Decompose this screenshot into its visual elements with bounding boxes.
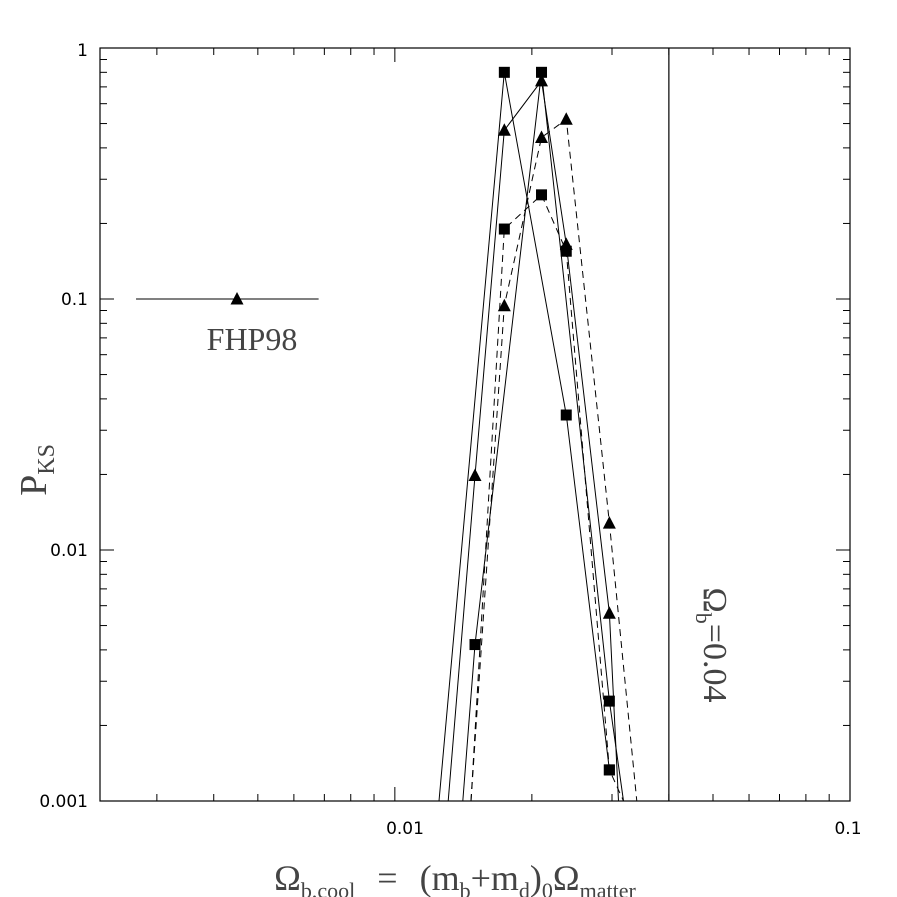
x-title-sub-0: 0 — [542, 878, 553, 897]
series-line-4 — [447, 79, 619, 802]
square-marker — [469, 639, 481, 651]
y-title-sub-ks: KS — [34, 444, 60, 475]
omega-b-label: Ωb=0.04 — [691, 588, 733, 703]
omega-b-label-value: =0.04 — [696, 624, 733, 703]
x-title-sub-b: b — [460, 878, 471, 897]
omega-b-label-sub: b — [691, 613, 716, 624]
x-title-paren-close: ) — [530, 858, 542, 897]
series-line-5 — [470, 118, 638, 802]
omega-b-label-omega: Ω — [696, 588, 733, 613]
square-marker — [603, 764, 615, 776]
triangle-marker — [497, 298, 511, 312]
series-line-3 — [470, 193, 624, 802]
triangle-marker — [602, 606, 616, 619]
square-marker — [560, 409, 572, 421]
x-title-omega: Ω — [274, 858, 301, 897]
triangle-marker — [535, 73, 549, 87]
square-marker — [560, 245, 572, 257]
x-axis-ticks — [156, 48, 851, 801]
x-title-omega2: Ω — [553, 858, 580, 897]
fhp98-marker — [230, 292, 244, 305]
y-tick-label-0.001: 0.001 — [39, 792, 88, 812]
y-axis-ticks — [100, 47, 850, 802]
x-title-plus: +m — [471, 858, 519, 897]
triangle-marker — [559, 237, 573, 250]
x-title-sub-matter: matter — [580, 878, 637, 897]
y-tick-label-0.1: 0.1 — [61, 290, 88, 310]
series-line-1 — [438, 72, 610, 802]
x-tick-label-0.1: 0.1 — [834, 819, 861, 839]
x-tick-label-0.01: 0.01 — [386, 819, 424, 839]
triangle-marker — [497, 123, 511, 136]
triangle-marker — [468, 468, 482, 482]
triangle-marker — [535, 130, 549, 143]
series-line-2 — [462, 72, 624, 802]
square-marker — [603, 695, 615, 707]
plot-area — [99, 47, 851, 802]
x-title-sub-bcool: b,cool — [301, 878, 355, 897]
triangle-marker — [602, 516, 616, 529]
fhp98-label: FHP98 — [207, 321, 298, 357]
x-title-paren-open: (m — [420, 858, 460, 897]
triangle-marker — [559, 112, 573, 125]
x-title-equals: = — [377, 858, 397, 897]
square-marker — [498, 223, 510, 235]
y-tick-label-0.01: 0.01 — [50, 541, 88, 561]
series-layer — [438, 66, 638, 802]
square-marker — [536, 66, 548, 78]
annotation-layer — [136, 292, 319, 305]
y-axis-title: PKS — [13, 444, 60, 496]
y-title-p: P — [13, 475, 55, 496]
y-tick-label-1: 1 — [77, 41, 88, 61]
x-title-sub-d: d — [519, 878, 530, 897]
plot-frame — [99, 47, 851, 802]
square-marker — [498, 66, 510, 78]
square-marker — [536, 189, 548, 201]
x-axis-title: Ωb,cool = (mb+md)0Ωmatter — [274, 858, 636, 897]
